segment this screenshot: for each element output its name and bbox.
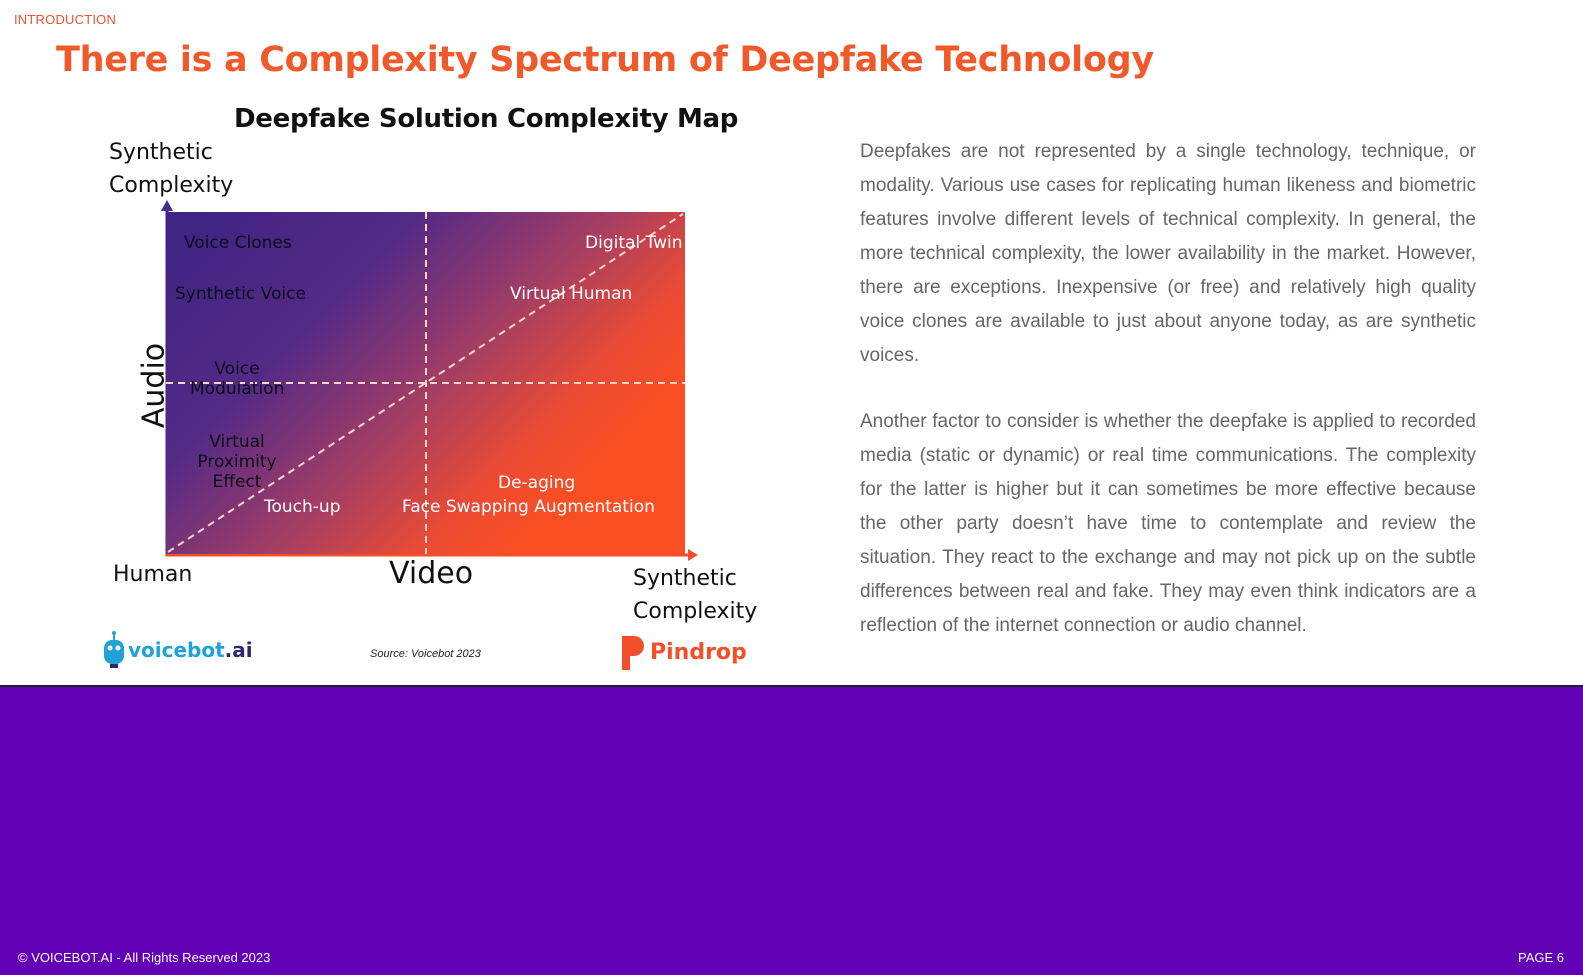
copyright-text: © VOICEBOT.AI - All Rights Reserved 2023 xyxy=(18,950,271,965)
voicebot-logo: voicebot.ai xyxy=(102,630,253,670)
page-title: There is a Complexity Spectrum of Deepfa… xyxy=(56,40,1154,80)
label-synthetic-voice: Synthetic Voice xyxy=(175,284,306,304)
origin-label: Human xyxy=(113,562,193,587)
complexity-matrix: Voice Clones Synthetic Voice Voice Modul… xyxy=(166,212,685,554)
label-virtual-proximity-effect: Virtual Proximity Effect xyxy=(197,432,277,492)
pindrop-wordmark: Pindrop xyxy=(650,640,747,665)
label-touch-up: Touch-up xyxy=(264,497,341,517)
y-axis-name: Audio xyxy=(136,342,172,429)
voicebot-wordmark-suffix: .ai xyxy=(224,638,253,662)
source-note: Source: Voicebot 2023 xyxy=(370,648,481,660)
page-number: PAGE 6 xyxy=(1517,950,1564,965)
label-virtual-human: Virtual Human xyxy=(510,284,633,304)
body-paragraph-2: Another factor to consider is whether th… xyxy=(860,411,1476,636)
section-label: INTRODUCTION xyxy=(14,12,117,27)
footer-band xyxy=(0,685,1583,975)
voicebot-robot-icon xyxy=(104,631,124,668)
x-axis-arrow xyxy=(688,549,698,561)
map-title: Deepfake Solution Complexity Map xyxy=(234,104,739,134)
y-axis-end-label: Synthetic Complexity xyxy=(109,140,234,198)
body-paragraph-1: Deepfakes are not represented by a singl… xyxy=(860,141,1476,366)
pindrop-mark-icon xyxy=(622,636,644,670)
x-axis-end-label: Synthetic Complexity xyxy=(633,566,758,624)
label-voice-clones: Voice Clones xyxy=(184,233,292,253)
voicebot-wordmark: voicebot xyxy=(128,638,225,662)
pindrop-logo: Pindrop xyxy=(618,634,748,674)
label-voice-modulation: Voice Modulation xyxy=(190,359,285,399)
label-face-swapping-augmentation: Face Swapping Augmentation xyxy=(402,497,655,517)
y-axis-arrow xyxy=(161,200,173,211)
diagonal-trend xyxy=(167,213,684,553)
matrix-guides xyxy=(166,212,685,554)
label-digital-twin: Digital Twin xyxy=(585,233,683,253)
label-de-aging: De-aging xyxy=(498,473,576,493)
x-axis-name: Video xyxy=(389,556,474,591)
